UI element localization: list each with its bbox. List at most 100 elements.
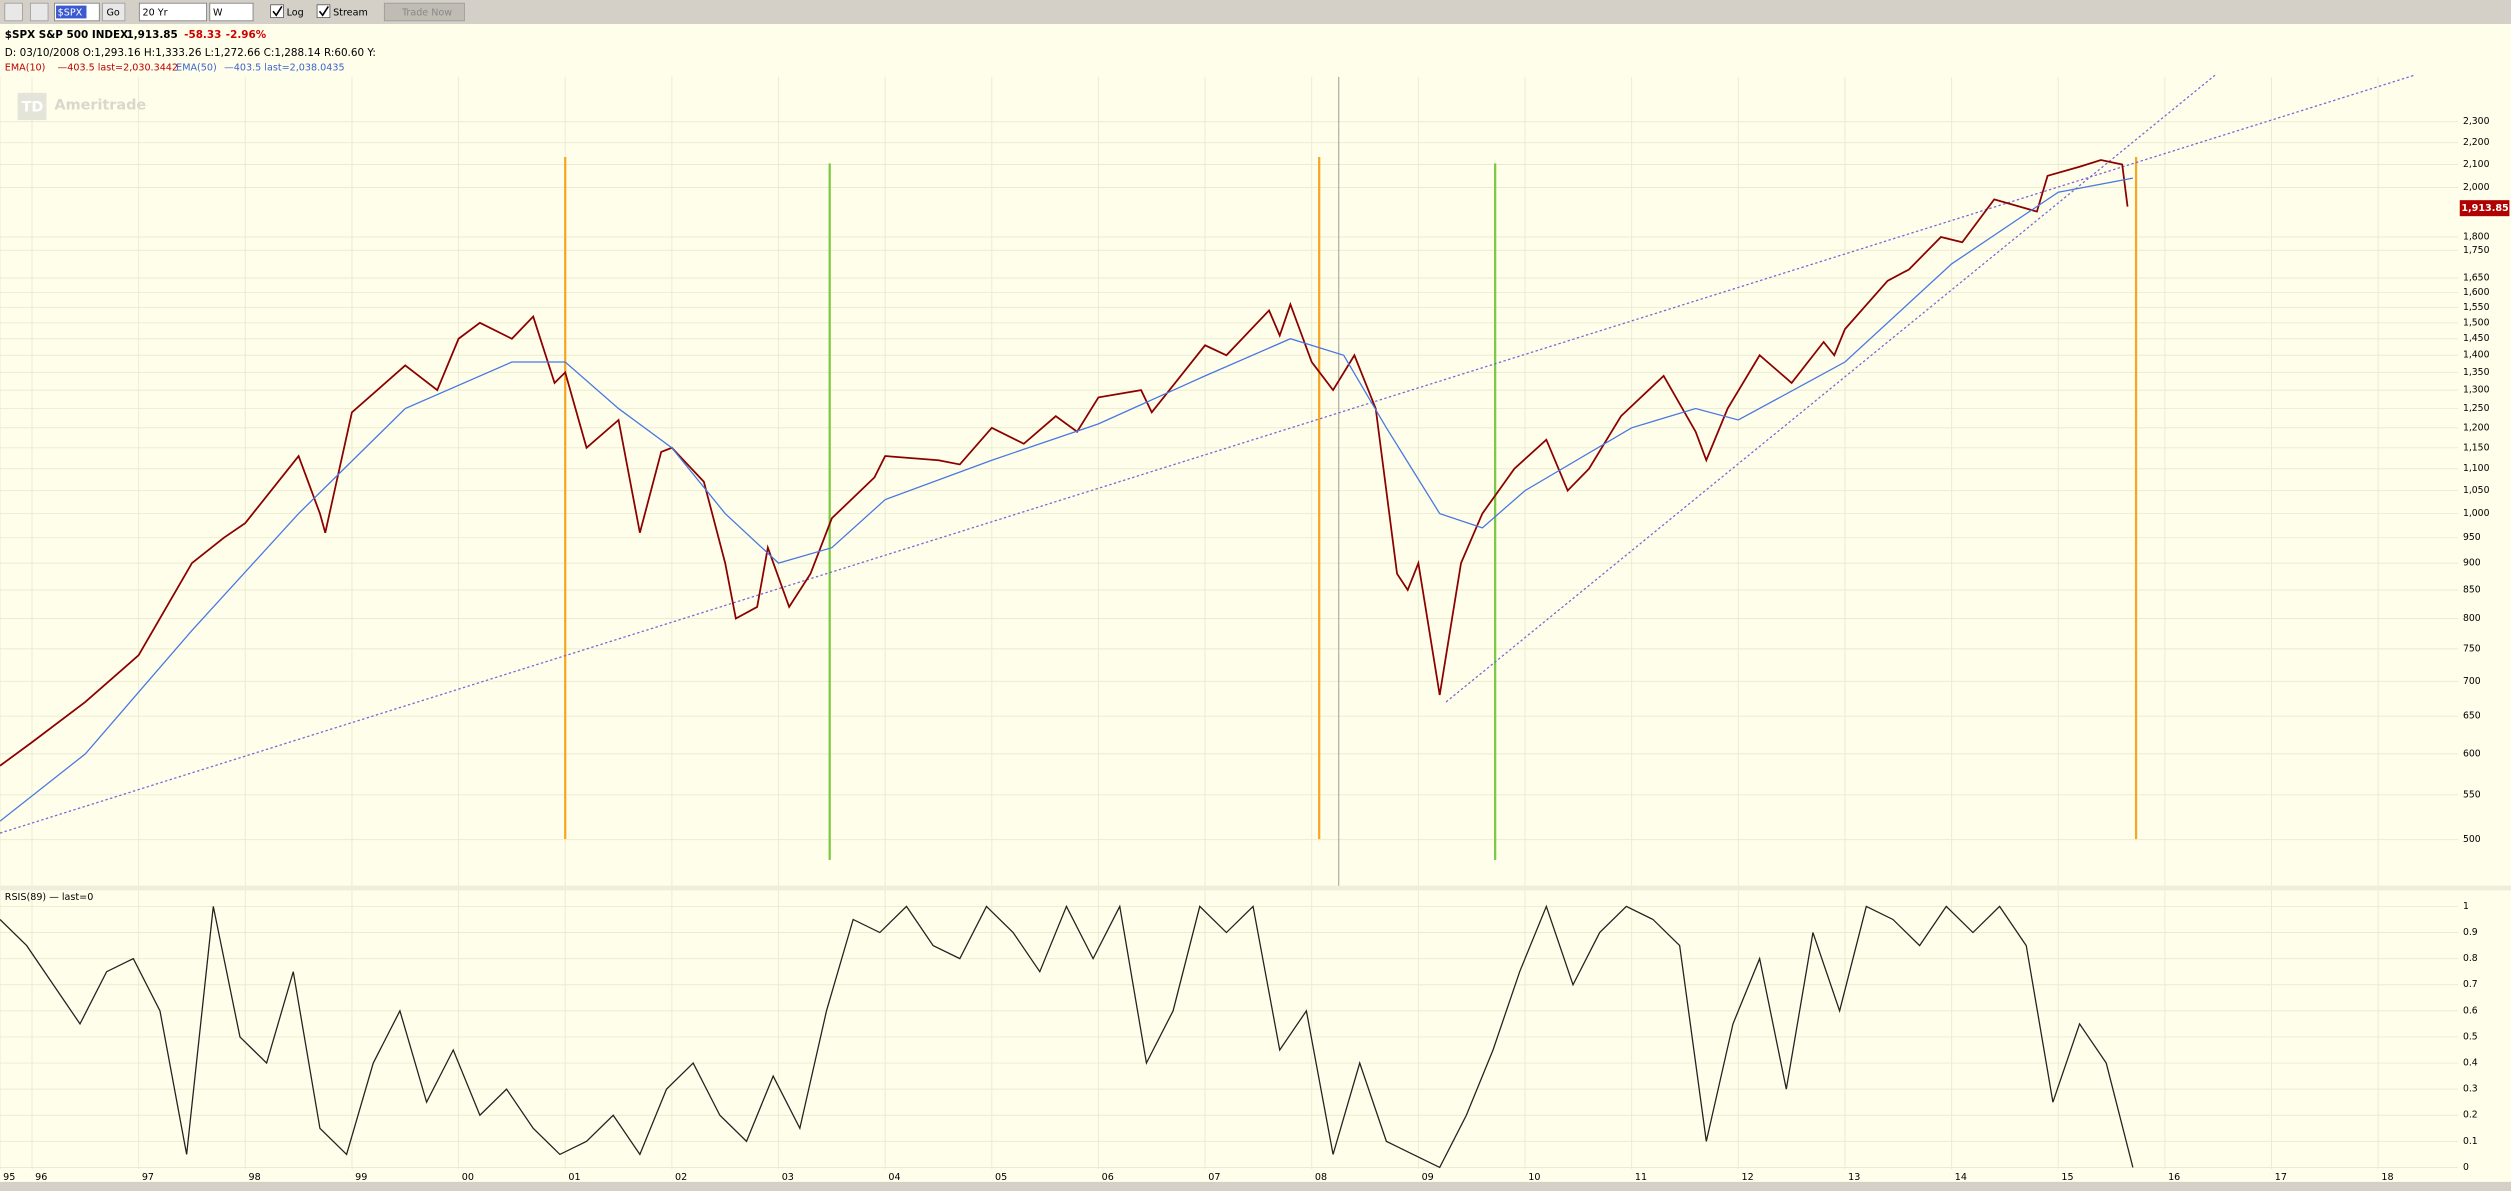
- trendline: [1445, 74, 2216, 703]
- log-label: Log: [287, 7, 304, 18]
- x-tick-label: 12: [1742, 1172, 1754, 1183]
- interval-select[interactable]: [209, 2, 254, 22]
- interval-label: W: [213, 7, 223, 18]
- x-tick-label: 17: [2275, 1172, 2287, 1183]
- x-tick-label: 18: [2381, 1172, 2393, 1183]
- x-tick-label: 99: [355, 1172, 367, 1183]
- series-line: [0, 159, 2129, 767]
- x-tick-label: 07: [1208, 1172, 1220, 1183]
- go-button[interactable]: [102, 2, 126, 22]
- back-button[interactable]: [4, 2, 23, 22]
- y-tick-label: 900: [2463, 558, 2481, 569]
- y-tick-label: 950: [2463, 532, 2481, 543]
- y-tick-label: 0.8: [2463, 953, 2478, 964]
- trade-now-label: Trade Now: [401, 7, 452, 18]
- y-tick-label: 0.4: [2463, 1058, 2478, 1069]
- y-tick-label: 1,600: [2463, 287, 2490, 298]
- y-tick-label: 1,100: [2463, 463, 2490, 474]
- y-tick-label: 0.1: [2463, 1136, 2478, 1147]
- check: [318, 5, 329, 17]
- x-tick-label: 15: [2061, 1172, 2073, 1183]
- check: [272, 5, 283, 17]
- x-tick-label: 16: [2168, 1172, 2180, 1183]
- y-tick-label: 1,450: [2463, 333, 2490, 344]
- ema10-label: EMA(10): [5, 62, 46, 73]
- y-tick-label: 1,250: [2463, 403, 2490, 414]
- series-line: [0, 177, 2134, 822]
- ema50-label: EMA(50): [176, 62, 217, 73]
- panel-divider: [0, 885, 2511, 891]
- forward-button[interactable]: [30, 2, 49, 22]
- y-tick-label: 0.5: [2463, 1031, 2478, 1042]
- header-pct: -2.96%: [226, 29, 267, 41]
- x-tick-label: 06: [1102, 1172, 1114, 1183]
- y-tick-label: 2,000: [2463, 182, 2490, 193]
- period-select[interactable]: [138, 2, 207, 22]
- y-tick-label: 1,550: [2463, 302, 2490, 313]
- y-tick-label: 850: [2463, 585, 2481, 596]
- y-tick-label: 700: [2463, 676, 2481, 687]
- y-tick-label: 1,500: [2463, 317, 2490, 328]
- y-tick-label: 1,150: [2463, 442, 2490, 453]
- stream-label: Stream: [333, 7, 368, 18]
- statusbar: [0, 1181, 2511, 1191]
- logo-td: TD: [22, 99, 44, 115]
- y-tick-label: 0.9: [2463, 927, 2478, 938]
- period-label: 20 Yr: [143, 7, 168, 18]
- x-tick-label: 10: [1528, 1172, 1540, 1183]
- go-label: Go: [106, 7, 119, 18]
- y-tick-label: 2,100: [2463, 159, 2490, 170]
- x-tick-label: 08: [1315, 1172, 1327, 1183]
- x-tick-label: 96: [35, 1172, 47, 1183]
- y-tick-label: 1,350: [2463, 367, 2490, 378]
- x-tick-label: 95: [3, 1172, 15, 1183]
- series-line: [0, 904, 2134, 1169]
- logo-box: [17, 92, 47, 121]
- x-tick-label: 00: [462, 1172, 474, 1183]
- y-tick-label: 0.3: [2463, 1084, 2478, 1095]
- y-tick-label: 0.2: [2463, 1110, 2478, 1121]
- y-tick-label: 1,650: [2463, 272, 2490, 283]
- x-tick-label: 01: [568, 1172, 580, 1183]
- x-tick-label: 02: [675, 1172, 687, 1183]
- y-tick-label: 1,800: [2463, 232, 2490, 243]
- y-tick-label: 2,300: [2463, 116, 2490, 127]
- x-tick-label: 09: [1422, 1172, 1434, 1183]
- toolbar: [0, 0, 2511, 25]
- y-tick-label: 1,300: [2463, 385, 2490, 396]
- symbol-highlight: [56, 5, 87, 19]
- y-tick-label: 1: [2463, 901, 2469, 912]
- y-tick-label: 800: [2463, 613, 2481, 624]
- y-tick-label: 1,400: [2463, 350, 2490, 361]
- y-tick-label: 600: [2463, 748, 2481, 759]
- y-tick-label: 1,050: [2463, 485, 2490, 496]
- trade-now-button[interactable]: [383, 2, 465, 22]
- y-tick-label: 650: [2463, 711, 2481, 722]
- x-tick-label: 05: [995, 1172, 1007, 1183]
- x-tick-label: 04: [888, 1172, 900, 1183]
- y-tick-label: 0.7: [2463, 979, 2478, 990]
- logo-name: Ameritrade: [54, 98, 146, 114]
- last-price-box: [2459, 200, 2510, 217]
- header-change: -58.33: [184, 29, 221, 41]
- panel-title: RSIS(89) — last=0: [5, 892, 94, 903]
- y-tick-label: 0: [2463, 1162, 2469, 1173]
- y-tick-label: 2,200: [2463, 137, 2490, 148]
- y-tick-label: 500: [2463, 834, 2481, 845]
- x-tick-label: 13: [1848, 1172, 1860, 1183]
- trendline: [0, 74, 2415, 834]
- y-tick-label: 1,750: [2463, 245, 2490, 256]
- header-last: 1,913.85: [127, 29, 178, 41]
- x-tick-label: 11: [1635, 1172, 1647, 1183]
- x-tick-label: 97: [142, 1172, 154, 1183]
- header-symbol: $SPX S&P 500 INDEX: [5, 29, 128, 41]
- symbol-text: $SPX: [58, 7, 83, 18]
- last-price-label: 1,913.85: [2461, 203, 2508, 214]
- header-ohlc: D: 03/10/2008 O:1,293.16 H:1,333.26 L:1,…: [5, 47, 376, 59]
- y-tick-label: 1,000: [2463, 508, 2490, 519]
- x-tick-label: 98: [248, 1172, 260, 1183]
- y-tick-label: 0.6: [2463, 1005, 2478, 1016]
